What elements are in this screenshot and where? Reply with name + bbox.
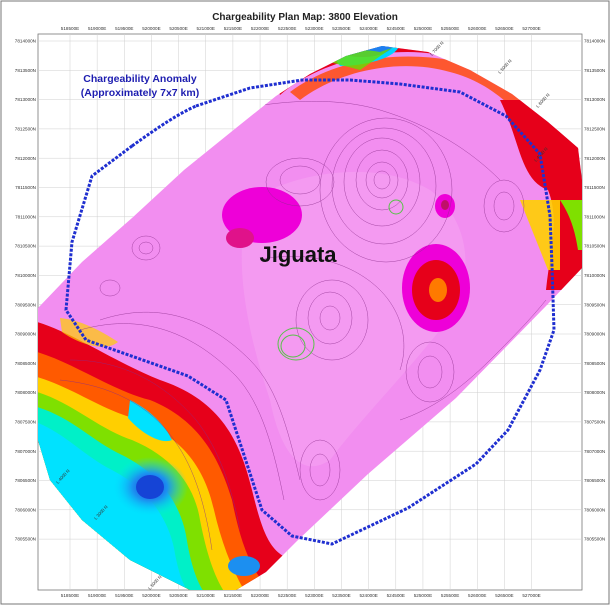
y-tick-label: 7812500N xyxy=(15,127,36,132)
x-tick-label: 523000E xyxy=(305,593,323,598)
y-tick-label: 7810500N xyxy=(15,244,36,249)
y-tick-label: 7812000N xyxy=(15,156,36,161)
y-tick-label: 7809500N xyxy=(15,302,36,307)
y-tick-label: 7806500N xyxy=(584,478,605,483)
place-label: Jiguata xyxy=(259,242,337,267)
y-tick-label: 7805500N xyxy=(15,537,36,542)
y-tick-label: 7811500N xyxy=(15,185,36,190)
x-tick-label: 520000E xyxy=(142,593,160,598)
x-tick-label: 521000E xyxy=(197,593,215,598)
x-tick-labels-top: 518500E 519000E 519500E 520000E 520500E 52100… xyxy=(61,26,541,31)
contour-lines xyxy=(59,101,547,551)
x-tick-label: 523000E xyxy=(305,26,323,31)
x-tick-label: 523500E xyxy=(332,26,350,31)
x-tick-label: 526500E xyxy=(495,26,513,31)
x-tick-label: 525500E xyxy=(441,26,459,31)
x-tick-labels-bottom: 518500E 519000E 519500E 520000E 520500E 52100… xyxy=(61,593,541,598)
x-tick-label: 522000E xyxy=(251,593,269,598)
y-tick-label: 7813000N xyxy=(15,97,36,102)
x-tick-label: 519000E xyxy=(88,593,106,598)
y-tick-label: 7809000N xyxy=(15,332,36,337)
west-magenta-core xyxy=(226,228,254,248)
green-contours xyxy=(277,199,404,361)
x-tick-label: 524000E xyxy=(359,593,377,598)
x-tick-label: 526000E xyxy=(468,593,486,598)
x-tick-label: 519000E xyxy=(88,26,106,31)
y-tick-label: 7812000N xyxy=(584,156,605,161)
center-orange-core xyxy=(429,278,447,302)
y-tick-label: 7808500N xyxy=(584,361,605,366)
y-tick-label: 7806500N xyxy=(15,478,36,483)
y-tick-label: 7808000N xyxy=(15,390,36,395)
x-tick-label: 524000E xyxy=(359,26,377,31)
anomaly-label-line2: (Approximately 7x7 km) xyxy=(81,87,199,99)
y-tick-label: 7808500N xyxy=(15,361,36,366)
x-tick-label: 520000E xyxy=(142,26,160,31)
south-blue-patch xyxy=(228,556,260,576)
y-tick-label: 7806000N xyxy=(15,507,36,512)
y-tick-label: 7813500N xyxy=(584,68,605,73)
y-tick-label: 7808000N xyxy=(584,390,605,395)
x-tick-label: 526000E xyxy=(468,26,486,31)
y-tick-labels-left: 7814000N 7813500N 7813000N 7812500N 7812000N… xyxy=(15,39,36,542)
x-tick-label: 523500E xyxy=(332,593,350,598)
y-tick-label: 7811500N xyxy=(584,185,605,190)
y-tick-label: 7806000N xyxy=(584,507,605,512)
x-tick-label: 526500E xyxy=(495,593,513,598)
east-high-band xyxy=(500,100,582,290)
y-tick-label: 7810000N xyxy=(584,273,605,278)
x-tick-label: 521500E xyxy=(224,26,242,31)
x-tick-label: 519500E xyxy=(115,593,133,598)
y-tick-label: 7812500N xyxy=(584,127,605,132)
anomaly-label-line1: Chargeability Anomaly xyxy=(83,73,197,85)
y-tick-label: 7807000N xyxy=(584,449,605,454)
y-tick-label: 7811000N xyxy=(15,214,36,219)
east-green-patch xyxy=(560,200,582,250)
x-tick-label: 525500E xyxy=(441,593,459,598)
x-tick-label: 525000E xyxy=(414,593,432,598)
y-tick-label: 7814000N xyxy=(15,39,36,44)
anomaly-outline-close xyxy=(131,104,197,148)
x-tick-label: 518500E xyxy=(61,26,79,31)
sw-blue-core xyxy=(136,475,164,499)
ne-magenta-core xyxy=(441,200,449,210)
x-tick-label: 524500E xyxy=(387,593,405,598)
light-pink-zone xyxy=(241,171,466,467)
sw-cyan-lobe xyxy=(128,400,172,442)
x-tick-label: 520500E xyxy=(169,593,187,598)
x-tick-label: 522500E xyxy=(278,593,296,598)
x-tick-label: 520500E xyxy=(169,26,187,31)
y-tick-label: 7807000N xyxy=(15,449,36,454)
x-tick-label: 527000E xyxy=(522,593,540,598)
y-tick-labels-right: 7814000N 7813500N 7813000N 7812500N 7812000N… xyxy=(584,39,605,542)
x-tick-label: 519500E xyxy=(115,26,133,31)
map-title: Chargeability Plan Map: 3800 Elevation xyxy=(212,12,398,23)
x-tick-label: 522500E xyxy=(278,26,296,31)
y-tick-label: 7809500N xyxy=(584,302,605,307)
y-tick-label: 7813000N xyxy=(584,97,605,102)
y-tick-label: 7811000N xyxy=(584,214,605,219)
x-tick-label: 521000E xyxy=(197,26,215,31)
y-tick-label: 7810500N xyxy=(584,244,605,249)
x-tick-label: 527000E xyxy=(522,26,540,31)
anomaly-outline xyxy=(64,78,556,546)
y-tick-label: 7810000N xyxy=(15,273,36,278)
y-tick-label: 7805500N xyxy=(584,537,605,542)
x-tick-label: 524500E xyxy=(387,26,405,31)
y-tick-label: 7809000N xyxy=(584,332,605,337)
y-tick-label: 7807500N xyxy=(584,420,605,425)
y-tick-label: 7813500N xyxy=(15,68,36,73)
y-tick-label: 7814000N xyxy=(584,39,605,44)
x-tick-label: 525000E xyxy=(414,26,432,31)
x-tick-label: 518500E xyxy=(61,593,79,598)
x-tick-label: 521500E xyxy=(224,593,242,598)
x-tick-label: 522000E xyxy=(251,26,269,31)
y-tick-label: 7807500N xyxy=(15,420,36,425)
